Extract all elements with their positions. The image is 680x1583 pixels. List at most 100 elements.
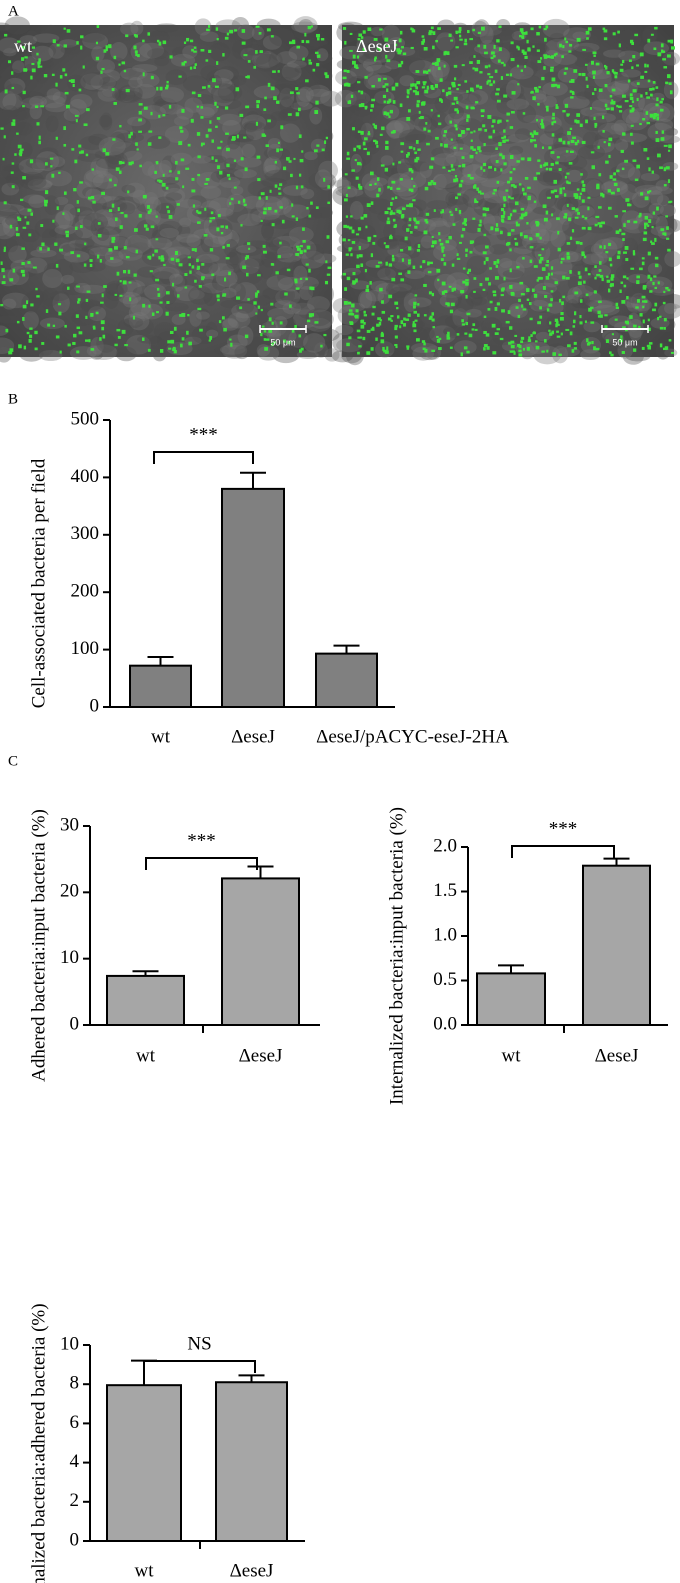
cell-texture	[377, 267, 397, 281]
bacterium	[496, 328, 501, 331]
bacterium	[394, 43, 398, 47]
bacterium	[415, 70, 420, 73]
bacterium	[307, 26, 312, 30]
bacterium	[353, 147, 356, 152]
cell-texture	[7, 106, 28, 122]
bacterium	[503, 203, 506, 208]
bacterium	[355, 66, 359, 69]
bacterium	[101, 326, 105, 331]
cell-texture	[567, 276, 582, 291]
bacterium	[453, 64, 458, 68]
cell-texture	[347, 75, 367, 92]
bacterium	[271, 263, 275, 266]
bacterium	[630, 267, 635, 270]
bacterium	[574, 216, 579, 219]
bacterium	[47, 247, 50, 251]
bacterium	[620, 149, 624, 153]
bacterium	[135, 53, 138, 57]
bacterium	[604, 325, 608, 329]
bacterium	[609, 263, 613, 267]
cell-texture	[626, 296, 646, 314]
bacterium	[439, 78, 443, 82]
cell-texture	[409, 113, 433, 127]
significance-bracket	[153, 451, 254, 464]
bacterium	[546, 55, 551, 59]
cell-texture	[611, 65, 639, 84]
bacterium	[395, 345, 398, 349]
bacterium	[634, 178, 639, 182]
bacterium	[455, 177, 459, 182]
bacterium	[657, 281, 660, 285]
bacterium	[120, 211, 124, 214]
bacterium	[655, 138, 660, 143]
cell-texture	[598, 280, 624, 299]
cell-texture	[151, 101, 175, 113]
bacterium	[670, 39, 674, 44]
cell-texture	[607, 134, 623, 144]
bacterium	[121, 329, 126, 334]
bacterium	[435, 39, 438, 43]
bacterium	[443, 130, 448, 134]
cell-texture	[130, 20, 144, 36]
bacterium	[644, 196, 649, 201]
bacterium	[521, 49, 525, 54]
cell-texture	[136, 73, 160, 88]
cell-texture	[165, 69, 188, 86]
bacterium	[550, 272, 553, 276]
bacterium	[59, 75, 63, 79]
bacterium	[75, 119, 78, 123]
bacterium	[437, 278, 440, 282]
bacterium	[422, 81, 427, 84]
bacterium	[155, 238, 159, 241]
bacterium	[22, 273, 26, 277]
bacterium	[618, 228, 622, 232]
bacterium	[45, 309, 49, 313]
bacterium	[414, 151, 417, 155]
cell-texture	[171, 274, 199, 288]
bacterium	[194, 63, 197, 66]
bacterium	[561, 55, 564, 59]
bacterium	[409, 87, 412, 91]
cell-texture	[25, 30, 39, 47]
bacterium	[505, 73, 509, 76]
bacterium	[592, 51, 597, 55]
cell-texture	[179, 217, 192, 228]
bacterium	[621, 132, 626, 136]
bacterium	[656, 116, 660, 121]
bacterium	[347, 301, 352, 305]
bacterium	[662, 50, 666, 53]
bacterium	[513, 185, 517, 189]
bacterium	[557, 230, 560, 235]
bacterium	[412, 305, 416, 309]
cell-texture	[109, 57, 125, 69]
bacterium	[160, 257, 165, 262]
bacterium	[571, 207, 576, 211]
bacterium	[204, 207, 207, 211]
cell-texture	[341, 87, 370, 99]
cell-texture	[415, 221, 428, 233]
cell-texture	[446, 272, 470, 290]
y-tick-label: 20	[60, 881, 79, 902]
bacterium	[562, 45, 565, 49]
bacterium	[363, 314, 367, 317]
bacterium	[554, 281, 558, 285]
bacterium	[660, 108, 664, 112]
bacterium	[596, 183, 600, 187]
bacterium	[265, 144, 269, 148]
bacterium	[360, 90, 364, 95]
cell-texture	[619, 183, 638, 201]
bacterium	[372, 305, 376, 309]
cell-texture	[505, 234, 527, 248]
bacterium	[358, 245, 362, 250]
bacterium	[26, 300, 29, 305]
cell-texture	[427, 217, 448, 228]
cell-texture	[434, 96, 451, 113]
cell-texture	[448, 205, 462, 224]
cell-texture	[46, 153, 64, 166]
bacterium	[90, 348, 95, 351]
cell-texture	[432, 173, 447, 191]
bacterium	[235, 87, 240, 92]
bacterium	[360, 103, 365, 107]
bacterium	[257, 305, 261, 309]
cell-texture	[445, 182, 463, 194]
